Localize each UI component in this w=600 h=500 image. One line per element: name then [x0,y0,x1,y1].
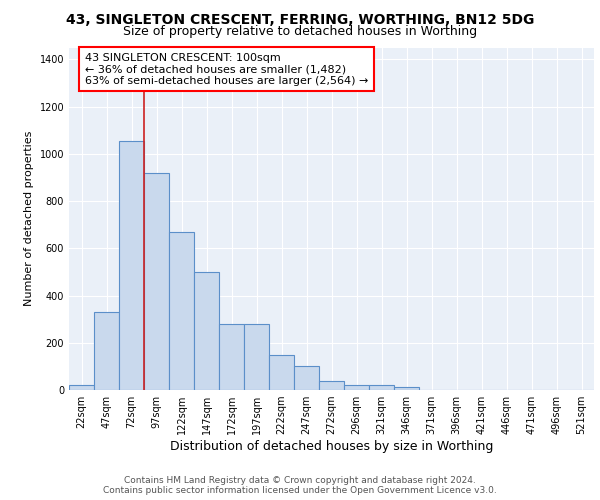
Bar [119,141,144,390]
Text: 43 SINGLETON CRESCENT: 100sqm
← 36% of detached houses are smaller (1,482)
63% o: 43 SINGLETON CRESCENT: 100sqm ← 36% of d… [85,52,368,86]
Text: Contains HM Land Registry data © Crown copyright and database right 2024.
Contai: Contains HM Land Registry data © Crown c… [103,476,497,495]
Bar [94,312,119,390]
Bar [194,272,219,390]
Bar [319,380,344,390]
Bar [269,354,294,390]
Bar [69,386,94,390]
Bar [244,324,269,390]
Text: Size of property relative to detached houses in Worthing: Size of property relative to detached ho… [123,25,477,38]
Bar [369,386,394,390]
Text: 43, SINGLETON CRESCENT, FERRING, WORTHING, BN12 5DG: 43, SINGLETON CRESCENT, FERRING, WORTHIN… [66,12,534,26]
X-axis label: Distribution of detached houses by size in Worthing: Distribution of detached houses by size … [170,440,493,453]
Bar [144,172,169,390]
Bar [294,366,319,390]
Bar [394,387,419,390]
Bar [169,232,194,390]
Bar [219,324,244,390]
Y-axis label: Number of detached properties: Number of detached properties [24,131,34,306]
Bar [344,386,369,390]
